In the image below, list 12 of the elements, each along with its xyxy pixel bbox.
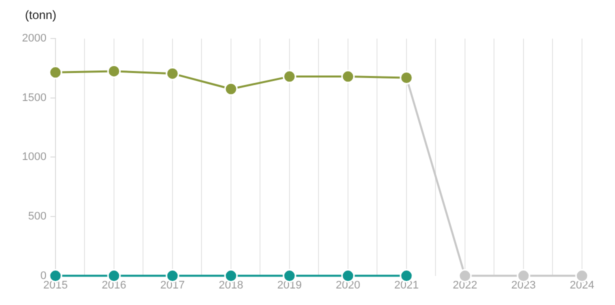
y-tick-label: 2000 <box>22 32 46 45</box>
y-tick-label: 1000 <box>22 151 46 164</box>
y-axis-title: (tonn) <box>25 8 56 22</box>
point <box>341 70 355 84</box>
point <box>166 66 180 80</box>
y-tick-label: 500 <box>28 210 46 223</box>
point <box>107 64 121 78</box>
y-tick-label: 1500 <box>22 92 46 104</box>
point <box>282 70 296 84</box>
y-tick-label: 0 <box>40 270 46 282</box>
point <box>224 82 238 96</box>
point <box>48 66 62 80</box>
